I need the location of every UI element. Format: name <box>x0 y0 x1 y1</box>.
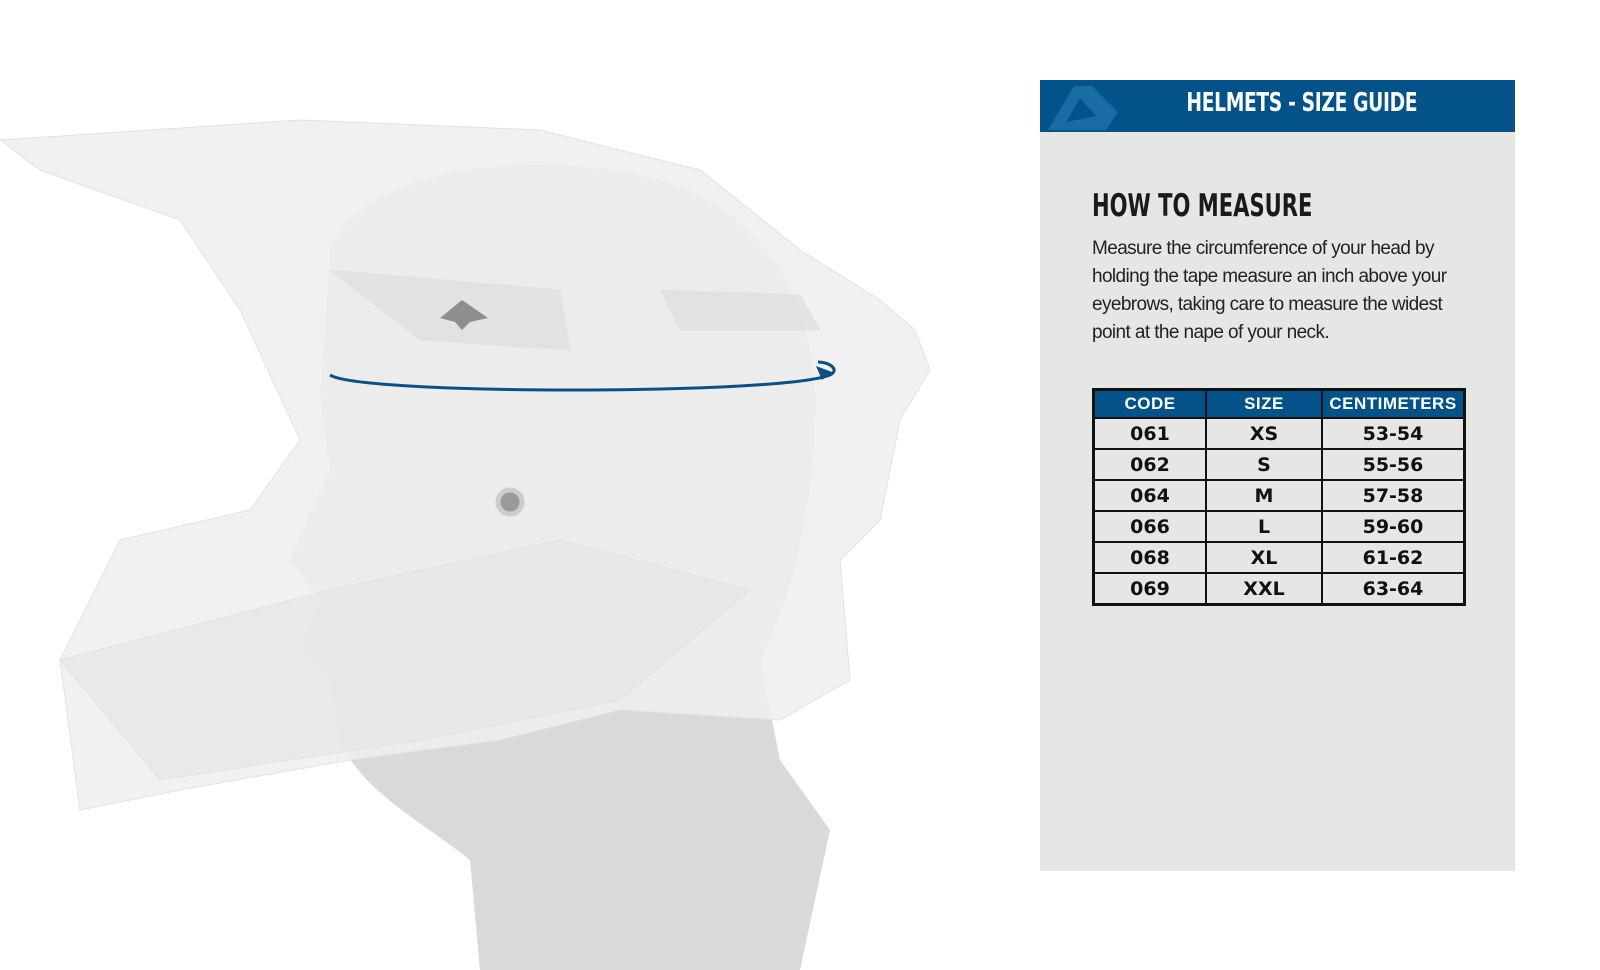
helmet-shell <box>0 119 931 811</box>
table-row: 064 M 57-58 <box>1092 479 1466 512</box>
helmet-screw <box>495 487 525 517</box>
cell-centimeters: 61-62 <box>1321 541 1466 574</box>
page-title: HELMETS - SIZE GUIDE <box>1186 88 1418 118</box>
table-row: 066 L 59-60 <box>1092 510 1466 543</box>
cell-code: 066 <box>1092 510 1207 543</box>
cell-centimeters: 57-58 <box>1321 479 1466 512</box>
brand-logo-icon <box>1048 86 1118 130</box>
cell-size: M <box>1205 479 1323 512</box>
column-header-code: CODE <box>1092 388 1207 419</box>
how-to-measure-text: Measure the circumference of your head b… <box>1092 238 1447 343</box>
tape-arrow-icon <box>816 366 832 380</box>
cell-size: XL <box>1205 541 1323 574</box>
cell-code: 064 <box>1092 479 1207 512</box>
size-table: CODE SIZE CENTIMETERS 061 XS 53-54 062 S 55-5… <box>1092 388 1466 606</box>
cell-code: 062 <box>1092 448 1207 481</box>
how-to-measure-heading: HOW TO MEASURE <box>1092 188 1313 224</box>
cell-centimeters: 53-54 <box>1321 417 1466 450</box>
cell-code: 068 <box>1092 541 1207 574</box>
cell-size: XS <box>1205 417 1323 450</box>
cell-size: XXL <box>1205 572 1323 606</box>
cell-size: S <box>1205 448 1323 481</box>
table-row: 062 S 55-56 <box>1092 448 1466 481</box>
cell-centimeters: 59-60 <box>1321 510 1466 543</box>
column-header-size: SIZE <box>1205 388 1323 419</box>
table-row: 061 XS 53-54 <box>1092 417 1466 450</box>
cell-size: L <box>1205 510 1323 543</box>
size-guide-panel: HELMETS - SIZE GUIDE HOW TO MEASURE Meas… <box>1040 80 1515 871</box>
table-row: 068 XL 61-62 <box>1092 541 1466 574</box>
helmet-visor-screw <box>440 300 488 330</box>
table-header-row: CODE SIZE CENTIMETERS <box>1092 388 1466 419</box>
cell-centimeters: 63-64 <box>1321 572 1466 606</box>
table-row: 069 XXL 63-64 <box>1092 572 1466 606</box>
column-header-centimeters: CENTIMETERS <box>1321 388 1466 419</box>
cell-code: 061 <box>1092 417 1207 450</box>
measuring-tape-line <box>329 360 836 392</box>
helmet-head-illustration <box>0 119 931 970</box>
size-guide-banner: HELMETS - SIZE GUIDE <box>1040 80 1515 132</box>
cell-centimeters: 55-56 <box>1321 448 1466 481</box>
cell-code: 069 <box>1092 572 1207 606</box>
